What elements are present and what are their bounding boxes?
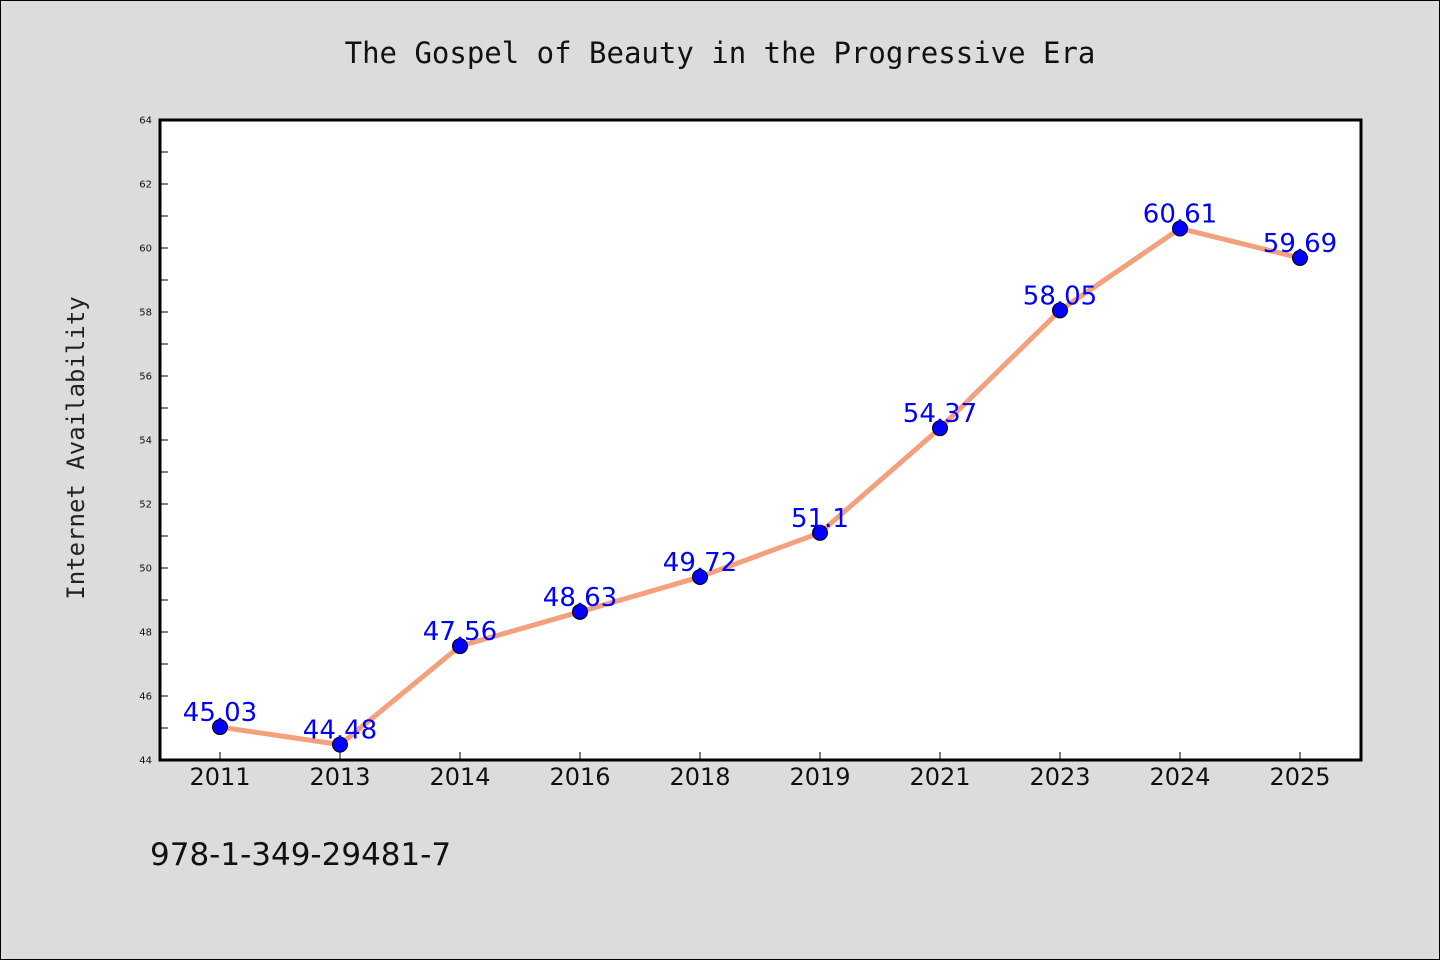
y-tick-label: 56 — [139, 372, 152, 383]
x-tick-label: 2021 — [909, 763, 970, 791]
data-label: 54.37 — [903, 399, 977, 429]
plot-area — [158, 118, 1363, 762]
y-tick-label: 50 — [139, 564, 152, 575]
y-tick-label: 60 — [139, 244, 152, 255]
data-point — [332, 736, 348, 753]
data-point — [452, 638, 468, 655]
y-tick-label: 44 — [139, 756, 152, 767]
data-labels-group: 45.03 44.48 47.56 48.63 49.72 51.1 54.37 58.05 6… — [183, 199, 1337, 745]
data-point — [1172, 220, 1188, 237]
series-line — [217, 225, 1303, 748]
isbn-footer: 978-1-349-29481-7 — [150, 837, 451, 873]
x-tick-label: 2011 — [189, 763, 250, 791]
y-axis-label: Internet Availability — [62, 296, 90, 599]
chart-title: The Gospel of Beauty in the Progressive … — [345, 36, 1096, 70]
y-tick-label: 48 — [139, 628, 152, 639]
x-tick-label: 2018 — [669, 763, 730, 791]
x-tick-label: 2024 — [1149, 763, 1210, 791]
y-tick-label: 52 — [139, 500, 152, 511]
data-label: 48.63 — [543, 583, 617, 613]
y-tick-label: 54 — [139, 436, 152, 447]
data-point — [932, 420, 948, 437]
x-tick-label: 2019 — [789, 763, 850, 791]
y-tick-label: 58 — [139, 308, 152, 319]
data-label: 59.69 — [1263, 229, 1337, 259]
data-label: 44.48 — [303, 716, 377, 746]
y-tick-label: 46 — [139, 692, 152, 703]
x-axis-ticks: 2011 2013 2014 2016 2018 2019 2021 2023 2024 2025 — [189, 752, 1331, 791]
data-label: 60.61 — [1143, 199, 1217, 229]
series-group — [212, 220, 1308, 753]
x-tick-label: 2016 — [549, 763, 610, 791]
y-tick-label: 62 — [139, 180, 152, 191]
x-tick-label: 2014 — [429, 763, 490, 791]
y-tick-label: 64 — [139, 116, 152, 127]
x-tick-label: 2013 — [309, 763, 370, 791]
data-point — [812, 524, 828, 541]
data-label: 49.72 — [663, 548, 737, 578]
y-axis-ticks: 44 46 48 50 52 54 56 58 60 62 64 — [139, 116, 168, 767]
x-tick-label: 2025 — [1269, 763, 1330, 791]
data-label: 58.05 — [1023, 281, 1097, 311]
data-label: 51.1 — [791, 504, 849, 534]
data-label: 47.56 — [423, 617, 497, 647]
data-point — [692, 568, 708, 585]
data-point — [1052, 302, 1068, 319]
data-point — [212, 719, 228, 736]
data-label: 45.03 — [183, 698, 257, 728]
data-point — [1292, 249, 1308, 266]
x-tick-label: 2023 — [1029, 763, 1090, 791]
data-point — [572, 603, 588, 620]
